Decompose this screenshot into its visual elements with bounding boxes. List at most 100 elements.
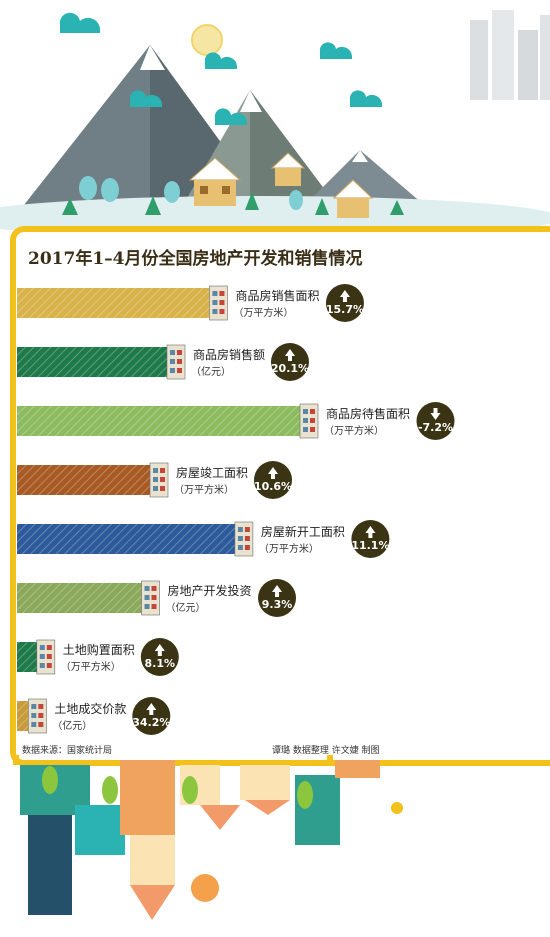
window-mark: [219, 300, 225, 305]
bar-label: 土地购置面积: [63, 642, 135, 657]
bar-row: 商品房待售面积 （万平方米） -7.2%: [17, 402, 455, 440]
window-mark: [39, 663, 45, 668]
window-mark: [160, 477, 166, 482]
window-mark: [237, 545, 243, 550]
window-mark: [46, 654, 52, 659]
growth-value: 11.1%: [351, 539, 389, 552]
bar-row: 土地成交价款 （亿元） 34.2%: [17, 697, 170, 735]
growth-badge: [416, 402, 455, 440]
growth-value: 10.6%: [254, 480, 292, 493]
window-mark: [212, 300, 218, 305]
bar-label: 商品房销售额: [193, 347, 265, 362]
building-icon: [299, 403, 319, 439]
house-icon: [332, 179, 374, 218]
bar-unit: （亿元）: [191, 365, 231, 378]
growth-value: 20.1%: [271, 362, 309, 375]
window-mark: [244, 536, 250, 541]
bar-unit: （万平方米）: [259, 542, 319, 555]
window-mark: [46, 645, 52, 650]
window-mark: [303, 427, 308, 432]
window-mark: [144, 595, 150, 600]
bar-unit: （亿元）: [52, 719, 92, 732]
building-icon: [149, 462, 169, 498]
house-icon: [188, 157, 242, 206]
bar-unit: （万平方米）: [174, 483, 234, 496]
bar-label: 土地成交价款: [54, 701, 126, 716]
bar-texture: [17, 701, 29, 731]
bar-row: 房屋竣工面积 （万平方米） 10.6%: [17, 461, 292, 499]
building-icon: [166, 344, 186, 380]
building-icon: [209, 285, 228, 321]
building-icon: [36, 639, 56, 675]
window-mark: [310, 427, 315, 432]
window-mark: [31, 713, 37, 718]
growth-badge: [351, 520, 390, 558]
building-icon: [234, 521, 254, 557]
bar-texture: [17, 524, 235, 554]
chart-title: 2017年1–4月份全国房地产开发和销售情况: [28, 249, 363, 269]
window-mark: [144, 586, 150, 591]
bar-texture: [17, 465, 151, 495]
window-mark: [151, 604, 157, 609]
arrow-up-icon: [339, 290, 350, 302]
bar-label: 商品房销售面积: [235, 288, 319, 303]
window-mark: [219, 309, 225, 314]
window-mark: [169, 350, 175, 355]
window-mark: [38, 722, 44, 727]
growth-badge: [325, 284, 364, 322]
window-mark: [176, 359, 182, 364]
window-mark: [31, 704, 37, 709]
dot-icon: [391, 802, 403, 814]
building-icon: [28, 698, 47, 734]
data-source-note: 数据来源：国家统计局: [22, 746, 113, 756]
window-mark: [151, 595, 157, 600]
city-silhouette: [470, 10, 550, 100]
growth-value: 9.3%: [262, 598, 293, 611]
arrow-up-icon: [268, 467, 279, 479]
mountain-right: [300, 150, 430, 210]
bar-label: 房屋竣工面积: [176, 465, 248, 480]
window-mark: [160, 486, 166, 491]
window-mark: [160, 468, 166, 473]
window-mark: [176, 350, 182, 355]
building-icon: [141, 580, 160, 616]
window-mark: [46, 663, 52, 668]
window-mark: [244, 545, 250, 550]
bar-unit: （万平方米）: [233, 306, 293, 319]
bar-row: 土地购置面积 （万平方米） 8.1%: [17, 638, 179, 676]
arrow-down-icon: [430, 408, 441, 420]
snowy-ground: [0, 196, 550, 230]
sun-icon: [191, 24, 223, 56]
arrow-up-icon: [365, 526, 376, 538]
cloud-icon: [59, 12, 382, 125]
growth-value: 15.7%: [326, 303, 364, 316]
bar-label: 房地产开发投资: [168, 583, 252, 598]
tree-icon: [79, 176, 303, 210]
window-mark: [237, 527, 243, 532]
arrow-up-icon: [272, 585, 283, 597]
window-mark: [153, 477, 159, 482]
growth-value: 34.2%: [132, 716, 170, 729]
growth-value: 8.1%: [145, 657, 176, 670]
growth-value: -7.2%: [418, 421, 453, 434]
bar-chart: 商品房销售面积 （万平方米） 15.7% 商品房销售额 （亿元） 20.1% 商品房待售面积…: [17, 284, 455, 735]
window-mark: [38, 704, 44, 709]
bar-unit: （亿元）: [166, 601, 206, 614]
credit-note: 谭璐 数据整理 许文婕 制图: [272, 746, 380, 756]
frame-tail: [13, 755, 333, 765]
bar-texture: [17, 406, 300, 436]
city-illustration: [13, 755, 403, 920]
window-mark: [39, 654, 45, 659]
window-mark: [39, 645, 45, 650]
sun-icon: [191, 874, 219, 902]
tree-icon: [62, 192, 404, 215]
window-mark: [144, 604, 150, 609]
bar-texture: [17, 288, 210, 318]
bar-label: 商品房待售面积: [326, 406, 410, 421]
window-mark: [169, 368, 175, 373]
growth-badge: [140, 638, 179, 676]
window-mark: [310, 409, 315, 414]
window-mark: [169, 359, 175, 364]
arrow-up-icon: [154, 644, 165, 656]
growth-badge: [132, 697, 171, 735]
